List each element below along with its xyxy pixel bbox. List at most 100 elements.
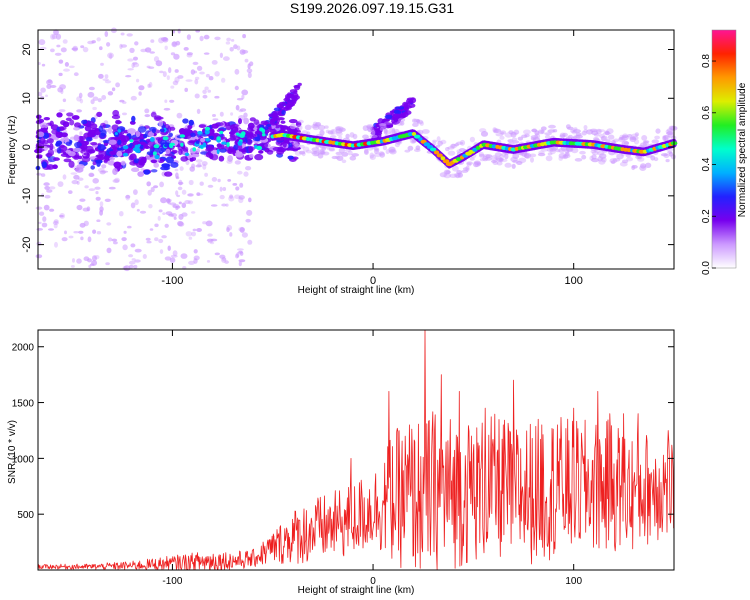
spectrogram-cell <box>137 171 145 177</box>
spectrogram-halo <box>328 146 335 151</box>
spectrogram-cell <box>152 146 162 153</box>
spectrogram-speckle <box>111 87 116 92</box>
spectrogram-halo <box>317 124 326 131</box>
spectrogram-speckle <box>36 228 43 231</box>
spectrogram-halo <box>389 148 397 155</box>
spectrogram-cell <box>103 159 108 163</box>
spectrogram-speckle <box>72 45 78 52</box>
snr-xtick-label: 100 <box>565 576 582 587</box>
spectrogram-halo <box>367 126 373 133</box>
figure-title: S199.2026.097.19.15.G31 <box>290 0 454 16</box>
spectrogram-speckle <box>175 190 179 196</box>
spectrogram-cell <box>277 117 285 121</box>
spectrogram-speckle <box>125 75 132 78</box>
spectrogram-halo <box>507 139 514 143</box>
spectrogram-speckle <box>98 73 104 79</box>
spectrogram-halo <box>545 155 553 162</box>
spectrogram-halo <box>610 160 616 164</box>
spectrogram-halo <box>349 132 355 138</box>
spectrogram-halo <box>643 140 650 144</box>
spectrogram-cell <box>108 139 117 145</box>
spectrogram-speckle <box>35 206 43 210</box>
spectrogram-speckle <box>177 221 185 227</box>
spectrogram-cell <box>89 123 98 129</box>
spectrogram-halo <box>633 138 640 145</box>
spectrogram-speckle <box>155 60 163 67</box>
spectrogram-cell <box>168 132 173 137</box>
spectrogram-speckle <box>100 62 104 66</box>
spectrogram-speckle <box>104 80 112 84</box>
spectrogram-halo <box>445 147 450 152</box>
spectrogram-halo <box>523 152 532 159</box>
spectrogram-blob <box>237 140 243 146</box>
spectrogram-blob <box>114 132 118 136</box>
spectrogram-cell <box>258 150 264 154</box>
spectrogram-speckle <box>236 97 244 101</box>
spectrogram-speckle <box>104 31 109 37</box>
spectrogram-speckle <box>59 214 64 218</box>
spectrogram-halo <box>518 157 527 163</box>
spectrogram-halo <box>327 130 334 135</box>
spectrogram-halo <box>330 129 335 136</box>
snr-xtick-label: -100 <box>162 576 182 587</box>
spectrogram-ridge-core <box>341 142 346 147</box>
spectrogram-cell <box>73 134 80 142</box>
spectrogram-speckle <box>73 174 80 180</box>
spectrogram-halo <box>491 159 497 163</box>
spectrogram-speckle <box>134 41 139 46</box>
spectrogram-blob <box>219 130 224 135</box>
spectrogram-speckle <box>186 52 193 56</box>
spectrogram-speckle <box>247 72 252 79</box>
spectrogram-cell <box>182 146 189 152</box>
spectrogram-speckle <box>130 243 136 248</box>
spectrogram-speckle <box>63 68 70 72</box>
spectrogram-speckle <box>42 216 47 222</box>
spectrogram-cell <box>219 148 227 153</box>
spectrogram-speckle <box>174 168 179 172</box>
spectrogram-blob <box>205 138 211 142</box>
spectrogram-speckle <box>238 195 245 200</box>
spectrogram-ridge-core <box>430 147 437 152</box>
spectrogram-speckle <box>177 28 181 34</box>
spectrogram-speckle <box>153 185 159 189</box>
spectrogram-halo <box>456 141 464 145</box>
spectrogram-halo <box>631 165 636 171</box>
spectrogram-halo <box>364 148 369 154</box>
spectrogram-cell <box>150 169 158 173</box>
spectrogram-cell <box>85 145 94 153</box>
spectrogram-halo <box>389 127 396 132</box>
spectrogram-cell <box>218 155 225 162</box>
spectrogram-speckle <box>185 79 193 82</box>
spectrogram-blob <box>235 132 240 136</box>
spectrogram-cell <box>150 159 158 164</box>
spectrogram-speckle <box>40 87 46 93</box>
spectrogram-speckle <box>221 77 226 83</box>
spectrogram-halo <box>298 119 304 124</box>
spectrogram-halo <box>564 151 570 157</box>
spectrogram-halo <box>613 138 619 143</box>
spectrogram-speckle <box>43 204 50 211</box>
spectrogram-cell <box>281 110 286 115</box>
spectrogram-speckle <box>142 254 147 259</box>
spectrogram-cell <box>69 119 75 126</box>
spectrogram-speckle <box>187 193 194 197</box>
spectrogram-speckle <box>150 39 155 43</box>
spectrogram-speckle <box>195 159 203 163</box>
spectrogram-halo <box>558 156 563 161</box>
spectrogram-speckle <box>41 63 46 67</box>
spectrogram-halo <box>662 135 667 141</box>
spectrogram-speckle <box>238 259 246 263</box>
spectrogram-speckle <box>149 51 155 54</box>
spectrogram-cell <box>188 119 194 126</box>
spectrogram-halo <box>344 148 352 152</box>
spectrogram-halo <box>563 153 571 159</box>
spectrogram-speckle <box>199 181 204 186</box>
spectrogram-halo <box>512 140 520 144</box>
spectrogram-ridge-core <box>414 134 421 139</box>
spectrogram-halo <box>538 130 544 134</box>
spectrogram-cell <box>406 98 413 105</box>
spectrogram-cell <box>282 141 287 148</box>
spectrogram-halo <box>604 130 610 136</box>
spectrogram-speckle <box>207 184 214 188</box>
spectrogram-cell <box>277 147 286 153</box>
